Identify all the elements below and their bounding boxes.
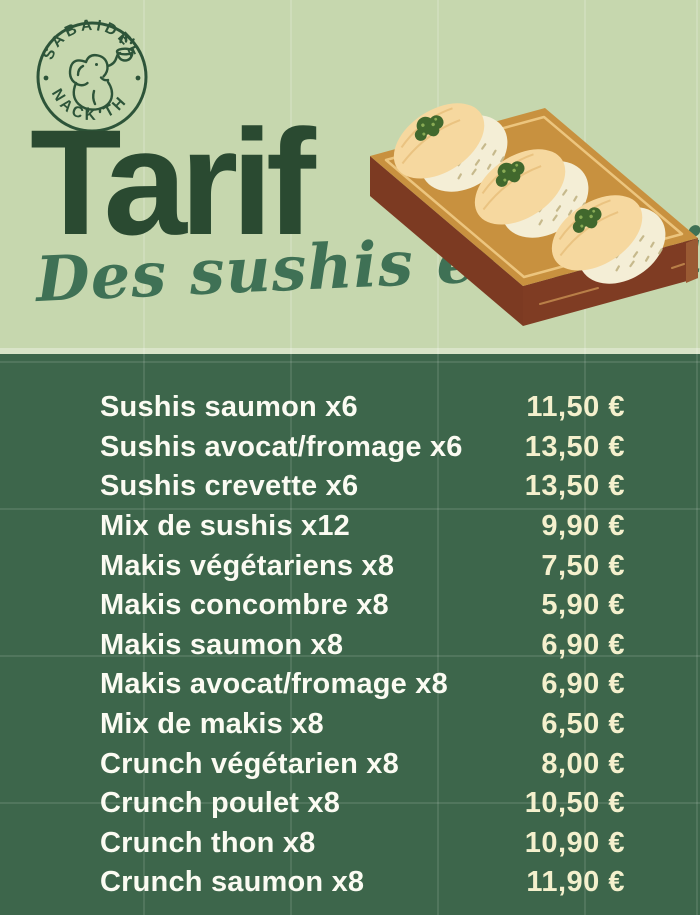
item-name: Mix de makis x8 [100,708,324,741]
menu-row: Makis concombre x8 5,90 € [100,586,625,626]
item-price: 6,50 € [541,708,625,741]
item-price: 10,50 € [524,787,625,820]
item-price: 6,90 € [541,668,625,701]
logo-ring [36,21,148,133]
menu-row: Crunch poulet x8 10,50 € [100,784,625,824]
elephant-holding-bowl-icon [68,35,135,114]
item-price: 9,90 € [541,510,625,543]
menu-row: Mix de sushis x12 9,90 € [100,507,625,547]
hero-section: SABAIDEE SNACK THAÏ [0,0,700,354]
item-name: Makis végétariens x8 [100,549,395,582]
item-price: 8,00 € [541,747,625,780]
menu-rows: Sushis saumon x6 11,50 € Sushis avocat/fro… [100,388,625,903]
section-divider [0,348,700,354]
menu-row: Sushis crevette x6 13,50 € [100,467,625,507]
item-name: Crunch poulet x8 [100,787,341,820]
nigiri-sushi-on-wooden-board-icon [370,80,698,326]
menu-row: Mix de makis x8 6,50 € [100,705,625,745]
board-left-side [370,156,523,326]
menu-row: Crunch thon x8 10,90 € [100,824,625,864]
board-end-cap [686,238,698,283]
item-price: 10,90 € [524,826,625,859]
menu-row: Makis saumon x8 6,90 € [100,626,625,666]
item-name: Crunch saumon x8 [100,866,365,899]
logo-left-dot [43,75,49,81]
item-name: Crunch thon x8 [100,826,316,859]
page-title: Tarif [30,98,316,266]
item-name: Makis concombre x8 [100,589,389,622]
menu-row: Sushis saumon x6 11,50 € [100,388,625,428]
price-list-section: Sushis saumon x6 11,50 € Sushis avocat/fro… [0,354,700,915]
item-price: 13,50 € [524,430,625,463]
item-price: 13,50 € [524,470,625,503]
item-name: Mix de sushis x12 [100,510,351,543]
item-name: Makis avocat/fromage x8 [100,668,448,701]
item-name: Makis saumon x8 [100,628,344,661]
menu-row: Makis avocat/fromage x8 6,90 € [100,665,625,705]
logo-right-dot [135,75,141,81]
logo-stamp: SABAIDEE SNACK THAÏ [28,12,148,133]
menu-row: Crunch saumon x8 11,90 € [100,863,625,903]
menu-row: Sushis avocat/fromage x6 13,50 € [100,428,625,468]
item-price: 11,50 € [526,391,625,424]
item-name: Crunch végétarien x8 [100,747,399,780]
item-price: 11,90 € [526,866,625,899]
menu-row: Crunch végétarien x8 8,00 € [100,744,625,784]
item-name: Sushis crevette x6 [100,470,359,503]
item-name: Sushis avocat/fromage x6 [100,430,463,463]
item-price: 7,50 € [541,549,625,582]
menu-row: Makis végétariens x8 7,50 € [100,546,625,586]
item-name: Sushis saumon x6 [100,391,358,424]
item-price: 6,90 € [541,628,625,661]
item-price: 5,90 € [541,589,625,622]
